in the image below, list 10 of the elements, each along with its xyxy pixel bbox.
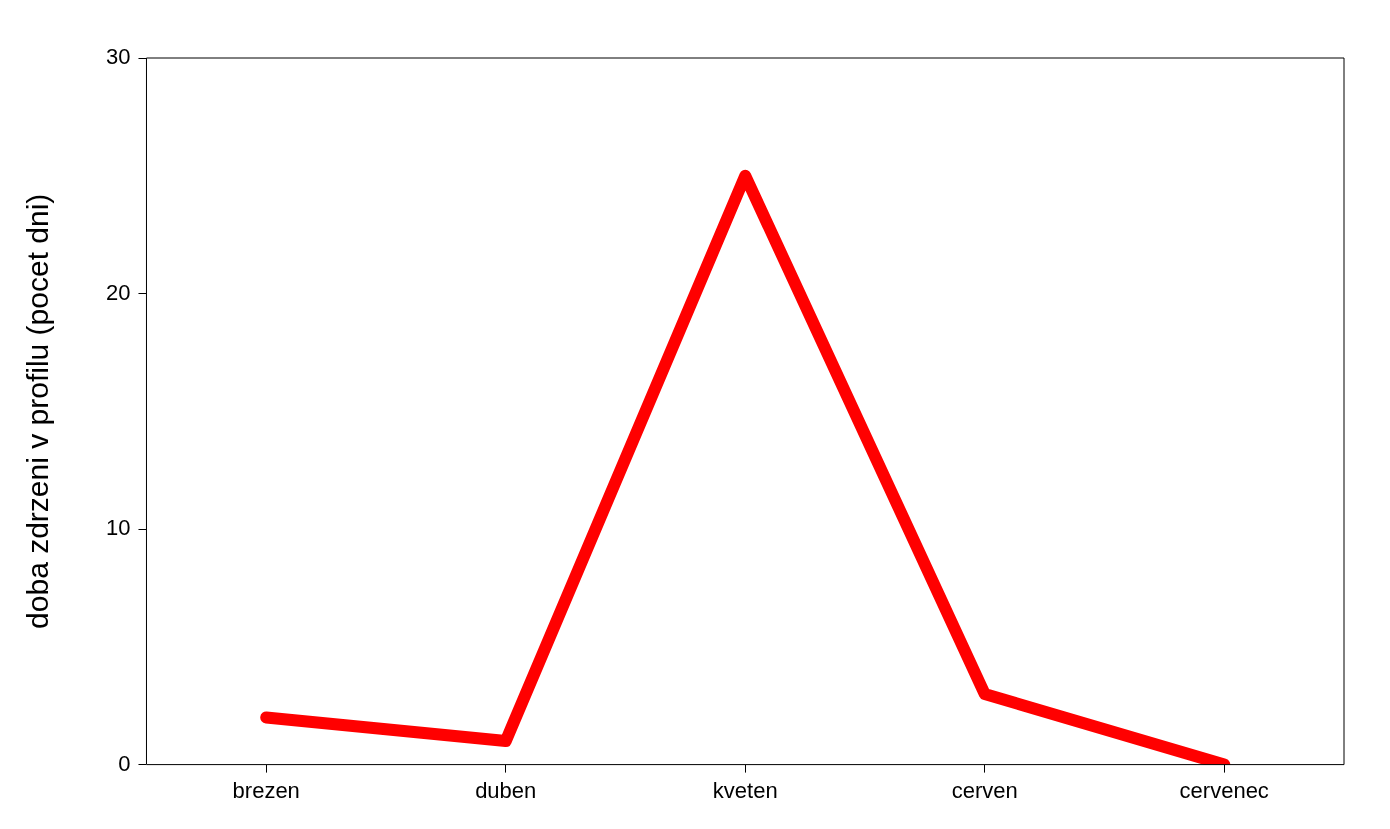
y-tick-label: 0 — [118, 750, 131, 776]
x-tick-label: cervenec — [1179, 777, 1269, 803]
y-axis-title: doba zdrzeni v profilu (pocet dni) — [21, 193, 55, 629]
y-tick-label: 10 — [105, 515, 131, 541]
y-tick-label: 20 — [105, 279, 131, 305]
y-tick-label: 30 — [105, 44, 131, 70]
x-tick-label: brezen — [232, 777, 300, 803]
x-tick-label: cerven — [951, 777, 1018, 803]
x-tick-label: kveten — [712, 777, 778, 803]
x-tick-label: duben — [475, 777, 537, 803]
